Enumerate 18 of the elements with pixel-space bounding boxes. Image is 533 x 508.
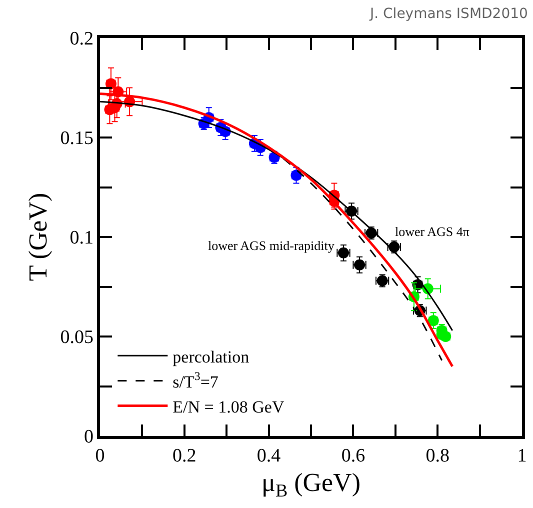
y-tick-label: 0.15	[60, 128, 94, 150]
y-axis-title: T (GeV)	[24, 192, 53, 282]
y-tick-label: 0.05	[60, 327, 94, 348]
annotation: lower AGS 4π	[395, 224, 470, 239]
y-tick-label: 0.2	[70, 28, 94, 50]
x-tick-label: 0.6	[341, 446, 366, 467]
x-tick-label: 0.2	[172, 446, 196, 467]
legend-label: percolation	[172, 347, 250, 366]
x-tick-label: 0.8	[426, 446, 450, 467]
annotation: lower AGS mid-rapidity	[208, 238, 335, 253]
legend-label: E/N = 1.08 GeV	[172, 397, 285, 416]
x-tick-label: 0.4	[256, 446, 282, 467]
y-tick-label: 0.1	[70, 228, 94, 249]
y-tick-label: 0	[84, 426, 94, 448]
x-axis-title: μ$_{B}$ (GeV)	[261, 468, 361, 501]
legend-label: s/T$^{3}$=7	[172, 369, 219, 392]
text: J. Cleymans ISMD2010	[369, 6, 528, 22]
x-tick-label: 1	[517, 446, 527, 467]
